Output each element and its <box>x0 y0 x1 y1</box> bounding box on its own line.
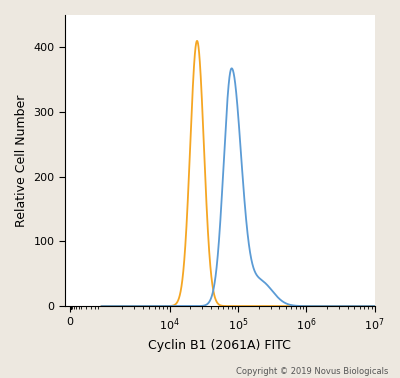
Text: Copyright © 2019 Novus Biologicals: Copyright © 2019 Novus Biologicals <box>236 367 388 376</box>
X-axis label: Cyclin B1 (2061A) FITC: Cyclin B1 (2061A) FITC <box>148 339 291 352</box>
Y-axis label: Relative Cell Number: Relative Cell Number <box>15 94 28 227</box>
